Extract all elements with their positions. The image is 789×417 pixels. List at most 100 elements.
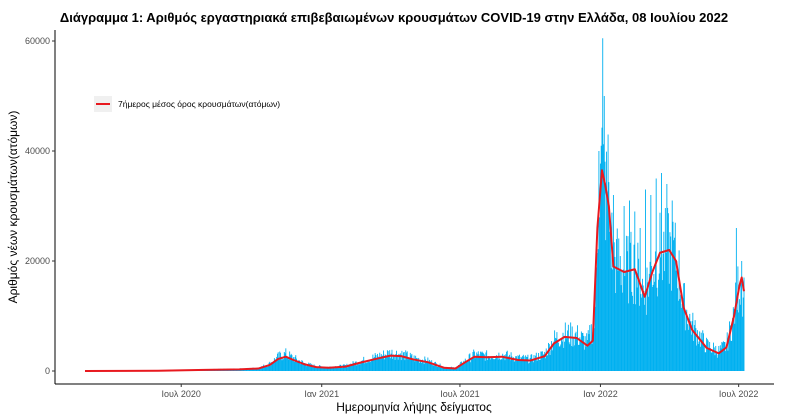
daily-case-bar xyxy=(637,242,639,371)
daily-case-bar xyxy=(705,352,707,371)
daily-case-bar xyxy=(441,367,443,371)
y-axis-title: Αριθμός νέων κρουσμάτων(ατόμων) xyxy=(6,111,20,304)
daily-case-bar xyxy=(708,348,710,371)
daily-case-bar xyxy=(267,366,268,371)
daily-case-bar xyxy=(243,369,245,371)
daily-case-bar xyxy=(578,344,580,371)
daily-case-bar xyxy=(683,283,685,371)
daily-case-bar xyxy=(672,221,674,371)
daily-case-bar xyxy=(524,359,526,371)
daily-case-bar xyxy=(480,352,482,371)
daily-case-bar xyxy=(702,330,704,371)
daily-case-bar xyxy=(649,261,651,371)
daily-case-bar xyxy=(415,357,417,371)
x-axis-ticks: Ιουλ 2020 Ιαν 2021 Ιουλ 2021 Ιαν 2022 Ιουλ 2… xyxy=(161,384,758,399)
daily-case-bar xyxy=(338,366,339,371)
x-axis-title: Ημερομηνία λήψης δείγματος xyxy=(336,400,492,414)
daily-case-bar xyxy=(336,367,338,371)
daily-case-bar xyxy=(447,367,449,371)
daily-case-bar xyxy=(495,357,497,371)
daily-case-bar xyxy=(503,356,504,371)
daily-case-bar xyxy=(648,296,649,371)
daily-case-bar xyxy=(359,364,361,371)
daily-case-bar xyxy=(516,360,518,371)
daily-case-bar xyxy=(335,366,336,371)
daily-case-bar xyxy=(701,339,703,371)
daily-case-bar xyxy=(438,366,440,371)
daily-case-bar xyxy=(561,341,563,371)
daily-case-bar xyxy=(576,337,578,371)
daily-case-bar xyxy=(484,360,486,371)
daily-case-bar xyxy=(652,284,654,371)
daily-case-bar xyxy=(579,337,581,371)
daily-case-bar xyxy=(319,365,321,371)
daily-case-bar xyxy=(325,367,326,371)
daily-case-bar xyxy=(358,362,360,371)
daily-case-bar xyxy=(583,335,585,371)
daily-case-bar xyxy=(422,362,424,371)
daily-case-bar xyxy=(295,355,297,371)
legend-label: 7ήμερος μέσος όρος κρουσμάτων(ατόμων) xyxy=(118,99,280,109)
daily-case-bar xyxy=(517,355,519,371)
daily-case-bar xyxy=(385,355,387,371)
daily-case-bar xyxy=(461,364,463,371)
daily-case-bar xyxy=(597,249,599,371)
daily-case-bar xyxy=(402,355,404,371)
daily-case-bar xyxy=(587,330,589,371)
daily-case-bar xyxy=(510,352,512,371)
daily-case-bar xyxy=(256,368,258,371)
daily-case-bar xyxy=(505,354,507,371)
daily-case-bar xyxy=(367,362,368,371)
daily-case-bar xyxy=(726,332,728,371)
daily-case-bar xyxy=(504,360,506,371)
x-tick-label: Ιαν 2022 xyxy=(583,389,618,399)
daily-case-bar xyxy=(485,352,487,371)
daily-case-bar xyxy=(309,363,311,371)
daily-case-bar xyxy=(412,359,414,371)
daily-case-bar xyxy=(655,178,657,371)
daily-case-bar xyxy=(513,361,515,371)
daily-case-bar xyxy=(651,266,653,371)
daily-case-bar xyxy=(328,366,330,371)
daily-case-bar xyxy=(351,364,352,371)
daily-case-bar xyxy=(392,358,394,371)
daily-case-bar xyxy=(612,195,614,371)
daily-case-bar xyxy=(564,322,566,371)
daily-case-bar xyxy=(680,294,682,371)
daily-case-bar xyxy=(459,363,461,371)
daily-case-bar xyxy=(625,235,627,371)
daily-case-bar xyxy=(273,358,275,371)
daily-case-bar xyxy=(334,368,336,371)
daily-case-bar xyxy=(362,360,364,371)
daily-case-bar xyxy=(281,360,283,371)
daily-case-bar xyxy=(642,285,644,371)
daily-case-bar xyxy=(668,283,670,371)
daily-case-bar xyxy=(297,361,299,371)
daily-case-bar xyxy=(630,231,632,371)
daily-case-bar xyxy=(741,261,743,371)
daily-case-bar xyxy=(355,361,357,371)
daily-case-bar xyxy=(497,359,499,371)
daily-case-bar xyxy=(511,356,513,371)
daily-case-bar xyxy=(441,367,443,371)
y-tick-label: 60000 xyxy=(25,36,50,46)
daily-case-bar xyxy=(587,339,588,371)
daily-case-bar xyxy=(419,362,420,371)
daily-case-bar xyxy=(658,279,659,371)
daily-case-bar xyxy=(421,363,423,371)
daily-case-bar xyxy=(487,356,489,371)
daily-case-bar xyxy=(394,359,396,371)
daily-case-bar xyxy=(670,236,672,371)
daily-case-bar xyxy=(669,232,671,371)
daily-case-bar xyxy=(548,342,549,371)
daily-case-bar xyxy=(304,363,306,371)
daily-case-bar xyxy=(542,354,544,371)
daily-case-bar xyxy=(239,369,241,371)
daily-case-bar xyxy=(351,364,353,371)
daily-case-bar xyxy=(531,354,533,371)
daily-case-bar xyxy=(674,237,675,371)
daily-case-bar xyxy=(608,182,610,371)
daily-case-bar xyxy=(533,355,535,371)
daily-case-bar xyxy=(661,173,662,371)
daily-cases-bars xyxy=(86,38,745,371)
